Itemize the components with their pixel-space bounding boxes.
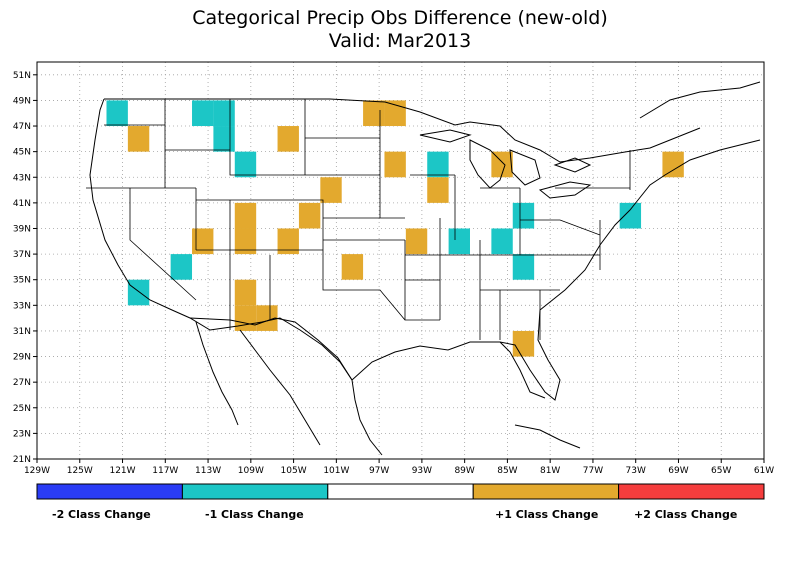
map-subtitle: Valid: Mar2013 <box>328 30 472 52</box>
y-tick-label: 49N <box>13 96 31 106</box>
y-tick-label: 37N <box>13 250 31 260</box>
diff-cell <box>234 202 257 229</box>
y-tick-label: 51N <box>13 71 31 81</box>
difference-cells <box>106 100 684 357</box>
legend-swatch-plus1 <box>472 483 620 500</box>
state-boundaries <box>86 99 631 340</box>
y-tick-label: 35N <box>13 276 31 286</box>
diff-cell <box>234 228 257 255</box>
diff-cell <box>512 330 535 357</box>
diff-cell <box>127 126 150 152</box>
hudson-bay-coast <box>639 81 761 119</box>
y-tick-label: 23N <box>13 429 31 439</box>
legend-swatch-zero <box>327 483 474 500</box>
diff-cell <box>512 254 535 280</box>
x-tick-label: 69W <box>668 466 688 476</box>
diff-cell <box>384 100 406 127</box>
diff-cell <box>106 100 128 127</box>
legend-swatch-plus2 <box>618 483 765 500</box>
diff-cell <box>192 228 214 255</box>
diff-cell <box>619 202 642 229</box>
diff-cell <box>234 305 257 331</box>
x-tick-label: 61W <box>754 466 774 476</box>
x-tick-label: 129W <box>24 466 50 476</box>
diff-cell <box>170 254 193 280</box>
x-tick-label: 65W <box>711 466 731 476</box>
diff-cell <box>277 228 299 255</box>
mexico-west-coast <box>239 329 321 446</box>
diff-cell <box>127 279 150 306</box>
x-tick-label: 125W <box>67 466 93 476</box>
diff-cell <box>448 228 470 255</box>
x-tick-label: 97W <box>369 466 389 476</box>
diff-cell <box>427 177 449 203</box>
x-tick-label: 73W <box>626 466 646 476</box>
legend-label-minus2: -2 Class Change <box>52 508 151 521</box>
diff-cell <box>192 100 214 127</box>
y-tick-label: 29N <box>13 353 31 363</box>
great-lakes <box>419 129 592 199</box>
diff-cell <box>427 151 449 178</box>
legend-label-plus2: +2 Class Change <box>634 508 738 521</box>
y-tick-label: 27N <box>13 378 31 388</box>
x-tick-label: 101W <box>323 466 349 476</box>
plot-frame <box>36 61 765 460</box>
diff-cell <box>298 202 321 229</box>
x-tick-label: 117W <box>152 466 178 476</box>
legend-label-minus1: -1 Class Change <box>205 508 304 521</box>
diff-cell <box>491 228 513 255</box>
x-tick-label: 93W <box>412 466 432 476</box>
color-legend <box>36 483 765 500</box>
baja <box>195 321 239 426</box>
canada-border <box>104 98 701 163</box>
diff-cell <box>662 151 684 178</box>
x-tick-label: 105W <box>281 466 307 476</box>
y-tick-label: 31N <box>13 327 31 337</box>
diff-cell <box>213 126 235 152</box>
y-tick-label: 33N <box>13 301 31 311</box>
x-tick-label: 109W <box>238 466 264 476</box>
y-tick-label: 45N <box>13 148 31 158</box>
mexico-gulf-coast <box>351 379 383 456</box>
x-tick-label: 85W <box>497 466 517 476</box>
diff-cell <box>256 305 278 331</box>
diff-cell <box>234 279 257 306</box>
diff-cell <box>512 202 535 229</box>
x-tick-label: 81W <box>540 466 560 476</box>
x-tick-label: 77W <box>583 466 603 476</box>
y-tick-label: 21N <box>13 455 31 465</box>
y-tick-label: 25N <box>13 404 31 414</box>
florida <box>499 341 546 399</box>
diff-cell <box>384 151 406 178</box>
y-tick-label: 41N <box>13 199 31 209</box>
diff-cell <box>320 177 342 203</box>
y-tick-label: 39N <box>13 224 31 234</box>
y-tick-label: 43N <box>13 173 31 183</box>
x-tick-label: 113W <box>195 466 221 476</box>
diff-cell <box>213 100 235 127</box>
diff-cell <box>341 254 364 280</box>
cuba <box>514 424 581 449</box>
legend-label-plus1: +1 Class Change <box>495 508 599 521</box>
x-tick-label: 121W <box>109 466 135 476</box>
boundaries <box>86 81 761 456</box>
diff-cell <box>363 100 385 127</box>
y-tick-label: 47N <box>13 122 31 132</box>
diff-cell <box>277 126 299 152</box>
diff-cell <box>234 151 257 178</box>
legend-swatch-minus2 <box>36 483 183 500</box>
axis-frame: 129W 125W 121W 117W 113W 109W 105W 101W 97W 93W 89… <box>13 61 774 476</box>
x-tick-label: 89W <box>454 466 474 476</box>
diff-cell <box>491 151 513 178</box>
map-title: Categorical Precip Obs Difference (new-o… <box>192 7 608 29</box>
legend-swatch-minus1 <box>181 483 329 500</box>
mexico-border <box>189 317 353 381</box>
diff-cell <box>405 228 428 255</box>
